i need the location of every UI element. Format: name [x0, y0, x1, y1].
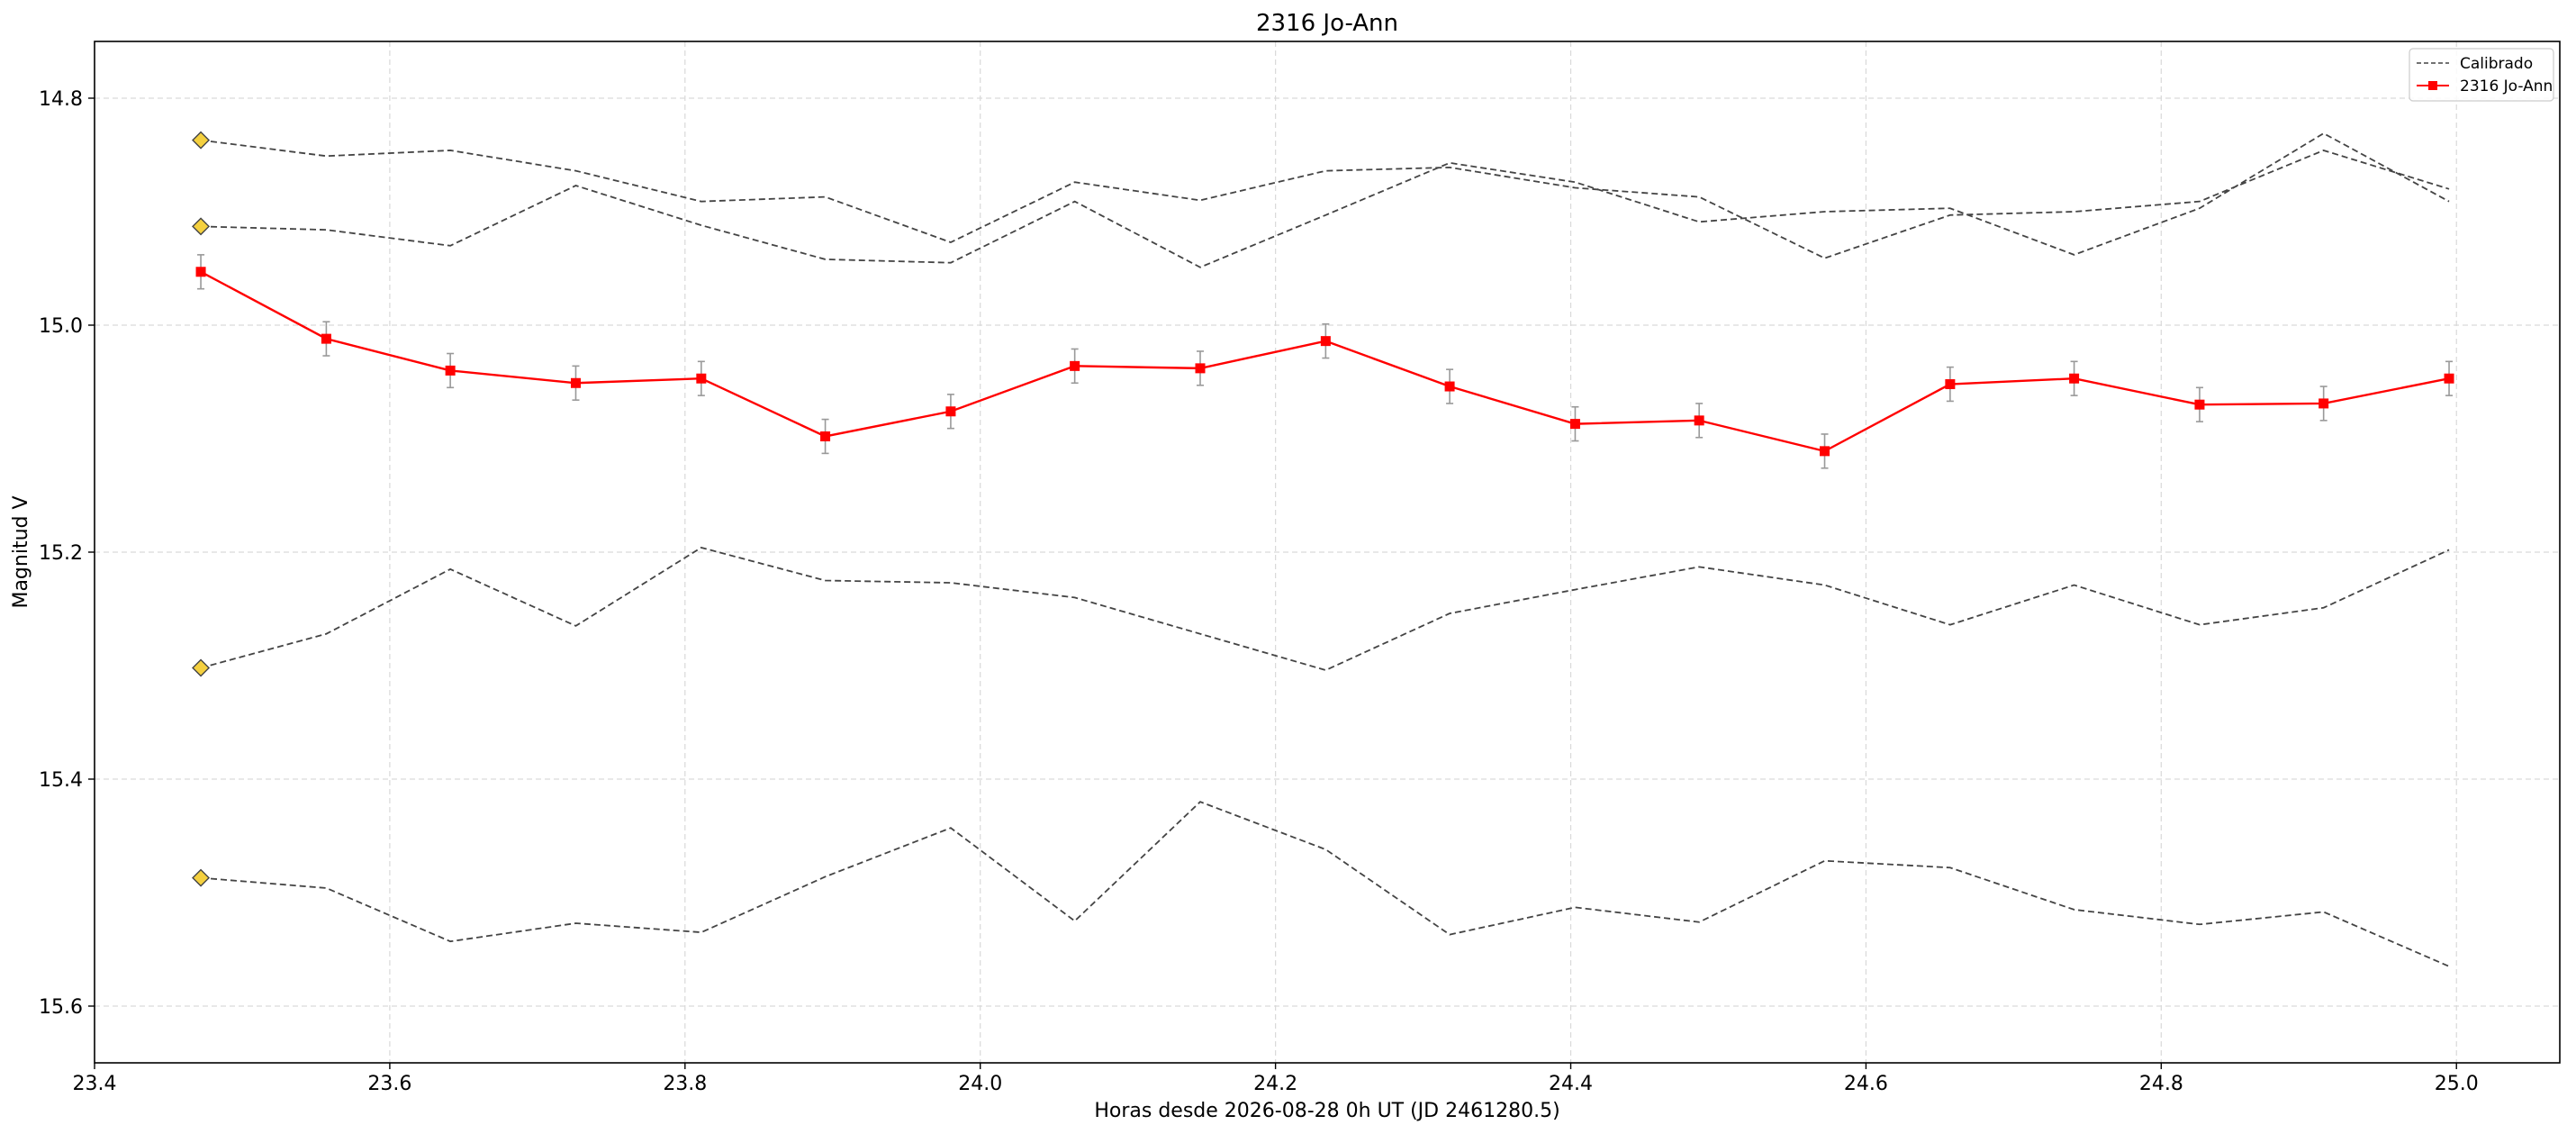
data-point: [195, 267, 206, 277]
x-tick-label: 23.4: [73, 1073, 117, 1095]
chart-title: 2316 Jo-Ann: [1256, 10, 1398, 37]
reference-diamond-marker: [192, 217, 211, 236]
comparison-star-line-2: [201, 132, 2450, 268]
reference-diamond-marker: [192, 131, 211, 150]
comparison-star-line-1: [200, 139, 2450, 259]
data-point: [1444, 381, 1455, 392]
series-layer: [192, 131, 2454, 967]
y-tick-label: 15.2: [39, 542, 83, 565]
data-point: [570, 377, 581, 388]
data-point: [2069, 373, 2080, 384]
data-point: [820, 431, 831, 441]
y-tick-label: 14.8: [39, 88, 83, 111]
data-point: [2318, 398, 2329, 409]
axis-ticks: 23.4 23.6 23.8 24.0 24.2 24.4 24.6 24.8 25.0 14.8…: [39, 88, 2479, 1095]
x-tick-label: 23.6: [367, 1073, 411, 1095]
x-tick-label: 24.4: [1549, 1073, 1593, 1095]
data-point: [321, 333, 331, 344]
x-tick-label: 24.8: [2139, 1073, 2183, 1095]
x-tick-label: 24.6: [1844, 1073, 1888, 1095]
comparison-star-line-4: [200, 801, 2450, 967]
data-point: [2194, 399, 2205, 410]
comparison-star-line-3: [200, 546, 2450, 671]
legend: Calibrado 2316 Jo-Ann: [2409, 48, 2554, 102]
data-point: [1820, 446, 1830, 457]
legend-box: [2409, 48, 2554, 102]
x-axis-label: Horas desde 2026-08-28 0h UT (JD 2461280…: [1094, 1100, 1559, 1122]
data-point: [696, 373, 707, 384]
reference-diamond-marker: [192, 658, 211, 677]
data-point: [1070, 360, 1080, 371]
legend-joann-label: 2316 Jo-Ann: [2460, 77, 2553, 95]
x-tick-label: 25.0: [2435, 1073, 2479, 1095]
x-tick-label: 24.2: [1253, 1073, 1297, 1095]
reference-diamond-marker: [192, 868, 211, 887]
data-point: [2444, 373, 2454, 384]
data-point: [1320, 336, 1331, 347]
x-tick-label: 23.8: [663, 1073, 707, 1095]
y-axis-label: Magnitud V: [10, 495, 32, 608]
data-point: [1195, 363, 1206, 374]
y-tick-label: 15.4: [39, 769, 83, 792]
data-point: [1569, 419, 1580, 430]
data-point: [445, 365, 456, 376]
y-tick-label: 15.0: [39, 315, 83, 338]
data-point: [945, 406, 956, 417]
x-tick-label: 24.0: [958, 1073, 1002, 1095]
data-point: [1945, 379, 1956, 390]
y-tick-label: 15.6: [39, 996, 83, 1019]
data-point: [1694, 415, 1704, 426]
legend-joann-marker: [2428, 81, 2437, 90]
grid: [95, 41, 2560, 1063]
legend-calibrado-label: Calibrado: [2460, 55, 2533, 73]
